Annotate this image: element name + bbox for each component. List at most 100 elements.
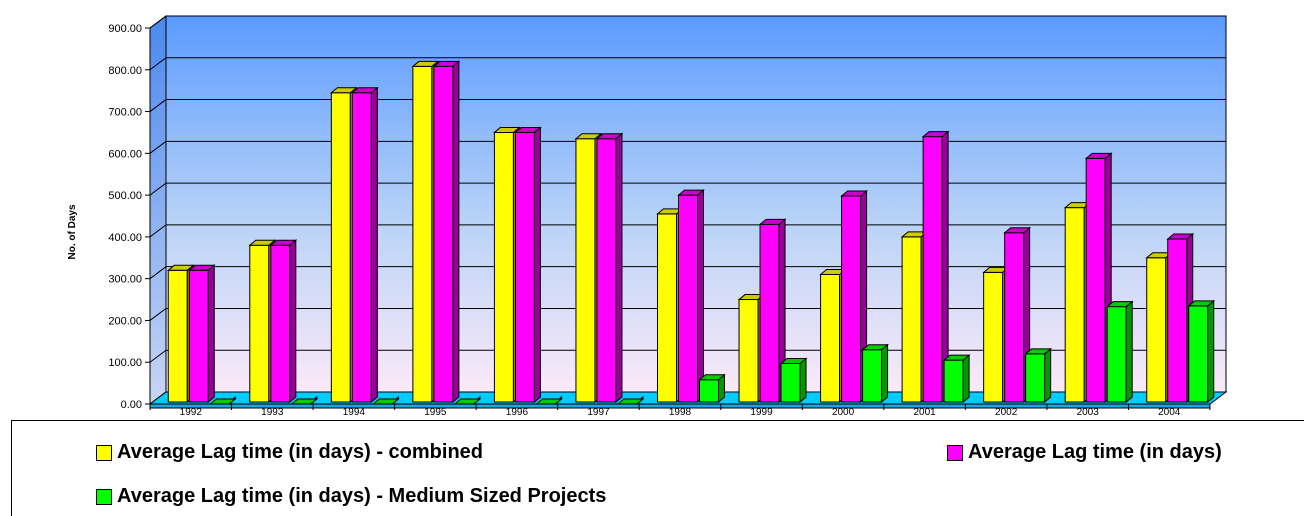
- legend-label-average: Average Lag time (in days): [968, 441, 1222, 463]
- bar-top: [166, 264, 195, 271]
- bar: [677, 189, 705, 404]
- x-tick-label: 1992: [180, 407, 203, 418]
- bar-top: [779, 357, 808, 364]
- y-tick-label: 100.00: [108, 357, 142, 369]
- bar-top: [493, 126, 521, 133]
- legend-item-average: Average Lag time (in days): [947, 441, 1222, 464]
- bar-side: [289, 239, 297, 404]
- x-tick-label: 2002: [995, 407, 1018, 418]
- gridline: [149, 99, 1226, 112]
- bar-side: [1125, 300, 1133, 404]
- bar-side: [881, 343, 889, 404]
- bar-top: [514, 126, 542, 133]
- y-tick-label: 900.00: [108, 23, 142, 35]
- legend-swatch-yellow: [96, 444, 112, 461]
- bar-top: [1003, 227, 1032, 234]
- legend: Average Lag time (in days) - combined Av…: [11, 420, 1304, 516]
- bar-top: [350, 87, 379, 94]
- bar-top: [1105, 301, 1134, 308]
- bar-top: [677, 189, 705, 196]
- bar-top: [411, 60, 440, 67]
- bar-front: [1025, 353, 1046, 403]
- bar-top: [269, 239, 298, 246]
- bar: [616, 395, 645, 406]
- gridline: [149, 307, 1226, 321]
- gridlines: [149, 15, 1226, 405]
- x-tick-label: 1995: [424, 407, 447, 418]
- bar: [208, 395, 237, 406]
- bar: [942, 354, 971, 404]
- bar-top: [758, 218, 787, 225]
- bar: [921, 130, 950, 404]
- y-tick-label: 500.00: [108, 190, 142, 202]
- bar: [269, 239, 298, 404]
- bar-front: [433, 65, 454, 403]
- bar-top: [574, 133, 603, 140]
- bar-front: [759, 223, 780, 403]
- bar: [1024, 347, 1053, 404]
- bar-top: [840, 190, 868, 197]
- y-tick-label: 400.00: [108, 232, 142, 244]
- chart-area: 0.00 100.00 200.00 300.00 400.00 500.00 600.00…: [67, 15, 1228, 418]
- bar: [595, 132, 624, 404]
- bar-front: [983, 271, 1004, 403]
- y-tick-label: 800.00: [108, 65, 142, 77]
- bar-side: [799, 357, 807, 404]
- bar-front: [699, 379, 719, 403]
- bar: [1187, 299, 1216, 404]
- bar-front: [901, 236, 922, 403]
- bar-top: [1024, 348, 1053, 355]
- bar: [779, 357, 808, 404]
- y-axis-title: No. of Days: [67, 204, 78, 259]
- bar-front: [270, 244, 291, 403]
- bar-front: [412, 65, 433, 403]
- bar-side: [1207, 299, 1215, 404]
- x-tick-label: 1998: [669, 407, 692, 418]
- bar-top: [595, 133, 624, 140]
- bar: [187, 264, 216, 404]
- gridline: [149, 140, 1226, 154]
- bar-front: [841, 195, 862, 403]
- bar-front: [330, 92, 351, 403]
- bar-front: [575, 138, 596, 403]
- bar-side: [697, 189, 704, 404]
- x-tick-label: 2004: [1158, 407, 1181, 418]
- gridline: [149, 266, 1226, 280]
- bar-front: [188, 269, 209, 403]
- bar-front: [678, 194, 698, 403]
- bar-front: [738, 299, 759, 403]
- y-tick-label: 0.00: [121, 399, 142, 411]
- bar-side: [533, 126, 541, 404]
- bar-front: [1146, 257, 1167, 403]
- x-tick-label: 1999: [750, 407, 773, 418]
- bar-top: [861, 344, 889, 351]
- legend-item-medium: Average Lag time (in days) - Medium Size…: [96, 485, 606, 508]
- bar-front: [922, 136, 943, 403]
- legend-item-combined: Average Lag time (in days) - combined: [96, 441, 483, 464]
- bar-front: [1188, 305, 1209, 403]
- bar-front: [1004, 232, 1025, 403]
- axes: 0.00 100.00 200.00 300.00 400.00 500.00 600.00…: [108, 23, 1211, 418]
- bar-front: [351, 92, 372, 403]
- bar: [861, 343, 889, 404]
- bar-side: [207, 264, 215, 404]
- bar-top: [1166, 233, 1195, 240]
- bar-front: [943, 359, 964, 403]
- bar-top: [1187, 300, 1216, 307]
- bar-front: [862, 349, 883, 403]
- bar: [432, 60, 461, 404]
- bar-front: [249, 244, 270, 403]
- bar-front: [1085, 157, 1106, 403]
- bar-top: [942, 354, 971, 361]
- bars: [166, 60, 1216, 406]
- bar-top: [329, 87, 358, 94]
- gridline: [149, 224, 1226, 238]
- y-tick-label: 700.00: [108, 107, 142, 119]
- bar-front: [1064, 207, 1085, 403]
- side-wall: [149, 15, 167, 405]
- bar: [1105, 300, 1134, 404]
- x-tick-label: 2003: [1077, 407, 1100, 418]
- bar-top: [248, 239, 277, 246]
- bar-front: [1106, 306, 1127, 403]
- bar-front: [596, 138, 617, 403]
